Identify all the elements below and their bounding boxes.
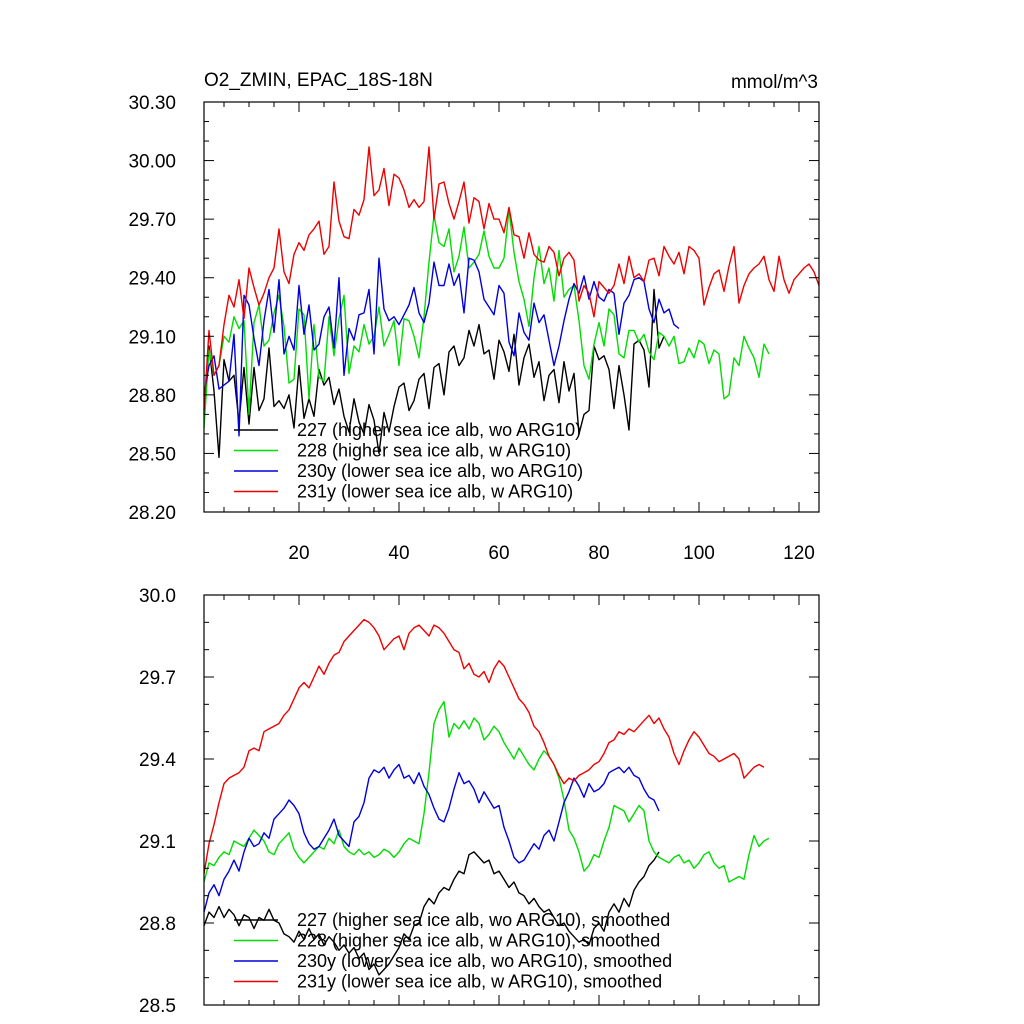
legend-label: 231y (lower sea ice alb, w ARG10) bbox=[297, 482, 573, 502]
series-line-1-0 bbox=[203, 851, 660, 976]
y-tick-label: 29.10 bbox=[128, 327, 176, 348]
chart-title: O2_ZMIN, EPAC_18S-18N bbox=[204, 70, 433, 91]
top-panel: O2_ZMIN, EPAC_18S-18N mmol/m^3 28.20 28.5… bbox=[128, 70, 820, 564]
y-tick-label: 28.50 bbox=[128, 444, 176, 465]
y-tick-label: 30.00 bbox=[128, 152, 176, 173]
y-tick-label: 29.40 bbox=[128, 269, 176, 290]
bottom-panel: 28.5 28.8 29.1 29.4 29.7 30.0 227 (higher sea… bbox=[139, 586, 820, 1017]
top-ticks-group: 28.20 28.50 28.80 29.10 29.40 29.70 30.00 30.30… bbox=[128, 93, 819, 564]
y-tick-label: 28.8 bbox=[139, 914, 176, 935]
x-tick-label: 120 bbox=[783, 543, 815, 564]
y-tick-label: 28.5 bbox=[139, 996, 176, 1017]
y-tick-label: 29.7 bbox=[139, 668, 176, 689]
y-tick-label: 29.1 bbox=[139, 832, 176, 853]
y-tick-label: 30.30 bbox=[128, 93, 176, 114]
top-plot-frame bbox=[203, 101, 820, 513]
series-line-0-1 bbox=[203, 208, 770, 429]
y-tick-label: 28.80 bbox=[128, 386, 176, 407]
units-label: mmol/m^3 bbox=[731, 72, 818, 93]
x-tick-label: 100 bbox=[683, 543, 715, 564]
bottom-plot-frame bbox=[203, 594, 820, 1006]
y-tick-label: 30.0 bbox=[139, 586, 176, 607]
series-line-0-3 bbox=[203, 146, 820, 411]
series-line-0-2 bbox=[203, 257, 680, 437]
legend-label: 227 (higher sea ice alb, wo ARG10) bbox=[297, 420, 581, 440]
top-legend: 227 (higher sea ice alb, wo ARG10)228 (h… bbox=[234, 420, 583, 502]
series-line-1-2 bbox=[203, 763, 660, 913]
series-line-1-3 bbox=[203, 618, 765, 874]
x-tick-label: 60 bbox=[488, 543, 509, 564]
legend-label: 227 (higher sea ice alb, wo ARG10), smoo… bbox=[297, 910, 670, 930]
x-tick-label: 80 bbox=[588, 543, 609, 564]
legend-label: 228 (higher sea ice alb, w ARG10) bbox=[297, 441, 571, 461]
legend-label: 231y (lower sea ice alb, w ARG10), smoot… bbox=[297, 972, 662, 992]
bottom-series-group bbox=[203, 618, 770, 976]
legend-label: 230y (lower sea ice alb, wo ARG10) bbox=[297, 461, 583, 481]
x-tick-label: 20 bbox=[288, 543, 309, 564]
series-line-0-0 bbox=[203, 288, 665, 458]
top-series-group bbox=[203, 146, 820, 458]
bottom-legend: 227 (higher sea ice alb, wo ARG10), smoo… bbox=[234, 910, 672, 992]
y-tick-label: 29.4 bbox=[139, 750, 176, 771]
series-line-1-1 bbox=[203, 700, 770, 883]
y-tick-label: 28.20 bbox=[128, 503, 176, 524]
legend-label: 230y (lower sea ice alb, wo ARG10), smoo… bbox=[297, 951, 672, 971]
legend-label: 228 (higher sea ice alb, w ARG10), smoot… bbox=[297, 931, 660, 951]
x-tick-label: 40 bbox=[388, 543, 409, 564]
y-tick-label: 29.70 bbox=[128, 210, 176, 231]
bottom-ticks-group: 28.5 28.8 29.1 29.4 29.7 30.0 bbox=[139, 586, 819, 1017]
